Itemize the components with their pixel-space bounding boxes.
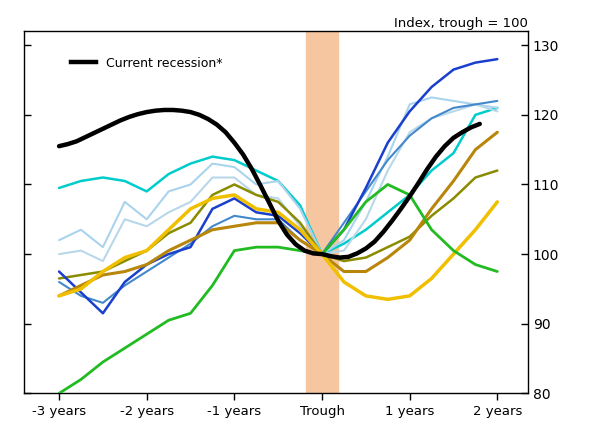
Legend: Current recession*: Current recession*: [65, 52, 227, 75]
Text: Index, trough = 100: Index, trough = 100: [394, 17, 528, 30]
Bar: [306, 31, 338, 393]
